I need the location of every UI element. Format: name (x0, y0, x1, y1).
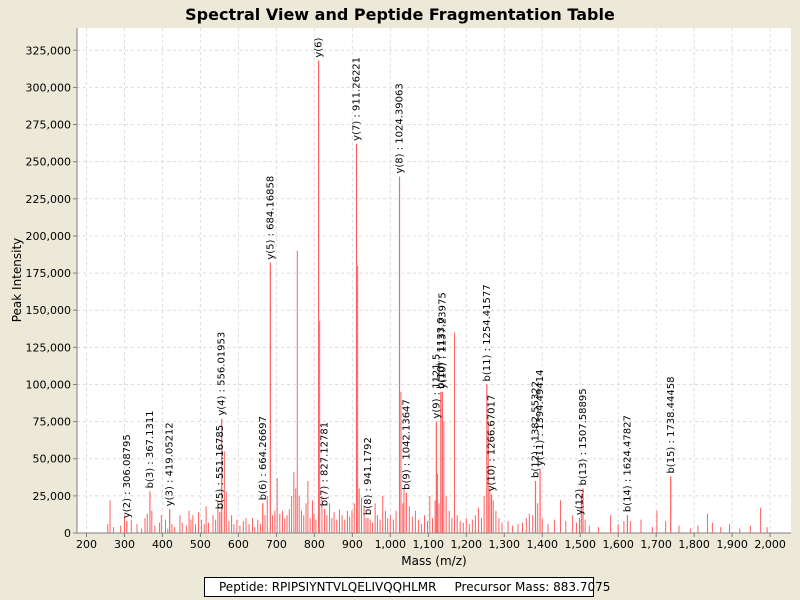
peak-annotation: b(13) : 1507.58895 (578, 388, 589, 485)
y-tick-label: 0 (64, 527, 71, 540)
x-tick-label: 700 (266, 538, 287, 551)
plot-area (77, 28, 791, 533)
x-tick-label: 1,100 (413, 538, 445, 551)
y-tick-label: 100,000 (26, 378, 72, 391)
peptide-legend: Peptide: RPIPSIYNTVLQELIVQQHLMR Precursor… (204, 577, 610, 597)
x-tick-label: 500 (190, 538, 211, 551)
peak-annotation: b(15) : 1738.44458 (666, 377, 677, 474)
peak-annotation: b(12) : 1382.55322 (531, 381, 542, 478)
x-tick-label: 1,700 (640, 538, 672, 551)
y-axis-label: Peak Intensity (10, 238, 24, 323)
peak-series (107, 60, 768, 533)
peak-annotation: y(2) : 306.08795 (122, 434, 133, 518)
y-tick-label: 325,000 (26, 44, 72, 57)
chart-title: Spectral View and Peptide Fragmentation … (185, 5, 615, 24)
y-tick-label: 125,000 (26, 341, 72, 354)
y-tick-label: 175,000 (26, 267, 72, 280)
peak-annotation: y(3) : 419.05212 (165, 422, 176, 506)
peak-annotation: b(10) : 1133.0 (436, 317, 447, 389)
peak-annotation: b(7) : 827.12781 (320, 422, 331, 506)
peak-annotation: y(4) : 556.01953 (217, 332, 228, 416)
peptide-sequence: Peptide: RPIPSIYNTVLQELIVQQHLMR (219, 580, 437, 594)
x-tick-label: 1,500 (564, 538, 596, 551)
x-tick-label: 1,000 (375, 538, 407, 551)
peak-annotation: y(5) : 684.16858 (265, 176, 276, 260)
x-tick-label: 1,900 (716, 538, 748, 551)
peak-annotation: y(12) (575, 489, 586, 516)
x-tick-label: 800 (304, 538, 325, 551)
peak-annotation: y(9) : 1121.5 (431, 354, 442, 419)
peak-labels: y(2) : 306.08795 b(3) : 367.1311 y(3) : 41… (122, 37, 677, 518)
y-tick-label: 225,000 (26, 193, 72, 206)
x-tick-label: 1,400 (526, 538, 558, 551)
y-tick-label: 300,000 (26, 81, 72, 94)
x-tick-label: 1,200 (451, 538, 483, 551)
peak-annotation: y(10) : 1137.23975 (437, 292, 448, 389)
peak-annotation: b(6) : 664.26697 (258, 416, 269, 500)
x-axis-label: Mass (m/z) (401, 554, 466, 568)
precursor-mass: Precursor Mass: 883.7075 (454, 580, 611, 594)
x-tick-label: 1,300 (489, 538, 521, 551)
axis-ticks: 0 25,000 50,000 75,000 100,000 125,000 150,000… (26, 44, 786, 551)
peak-annotation: b(3) : 367.1311 (145, 410, 156, 488)
y-tick-label: 75,000 (33, 416, 72, 429)
peak-annotation: y(7) : 911.26221 (352, 57, 363, 141)
y-tick-label: 250,000 (26, 156, 72, 169)
peak-annotation: b(9) : 1042.13647 (401, 399, 412, 490)
peak-annotation: y(11) : 1394.49414 (535, 370, 546, 467)
peak-annotation: b(11) : 1254.41577 (482, 284, 493, 381)
peak-annotation: y(10) : 1266.67017 (487, 395, 498, 492)
x-tick-label: 400 (152, 538, 173, 551)
grid-lines (77, 28, 791, 533)
y-tick-label: 25,000 (33, 490, 72, 503)
peak-annotation: y(8) : 1024.39063 (395, 83, 406, 173)
peak-annotation: b(14) : 1624.47827 (622, 415, 633, 512)
peak-annotation: y(6) (314, 37, 325, 57)
x-tick-label: 1,800 (678, 538, 710, 551)
x-tick-label: 200 (76, 538, 97, 551)
x-tick-label: 600 (228, 538, 249, 551)
peak-annotation: b(8) : 941.1792 (363, 437, 374, 515)
y-tick-label: 200,000 (26, 230, 72, 243)
x-tick-label: 300 (114, 538, 135, 551)
y-tick-label: 275,000 (26, 119, 72, 132)
x-tick-label: 1,600 (602, 538, 634, 551)
peak-annotation: b(5) : 551.16785 (215, 425, 226, 509)
x-tick-label: 900 (342, 538, 363, 551)
y-tick-label: 50,000 (33, 453, 72, 466)
y-tick-label: 150,000 (26, 304, 72, 317)
x-tick-label: 2,000 (754, 538, 786, 551)
